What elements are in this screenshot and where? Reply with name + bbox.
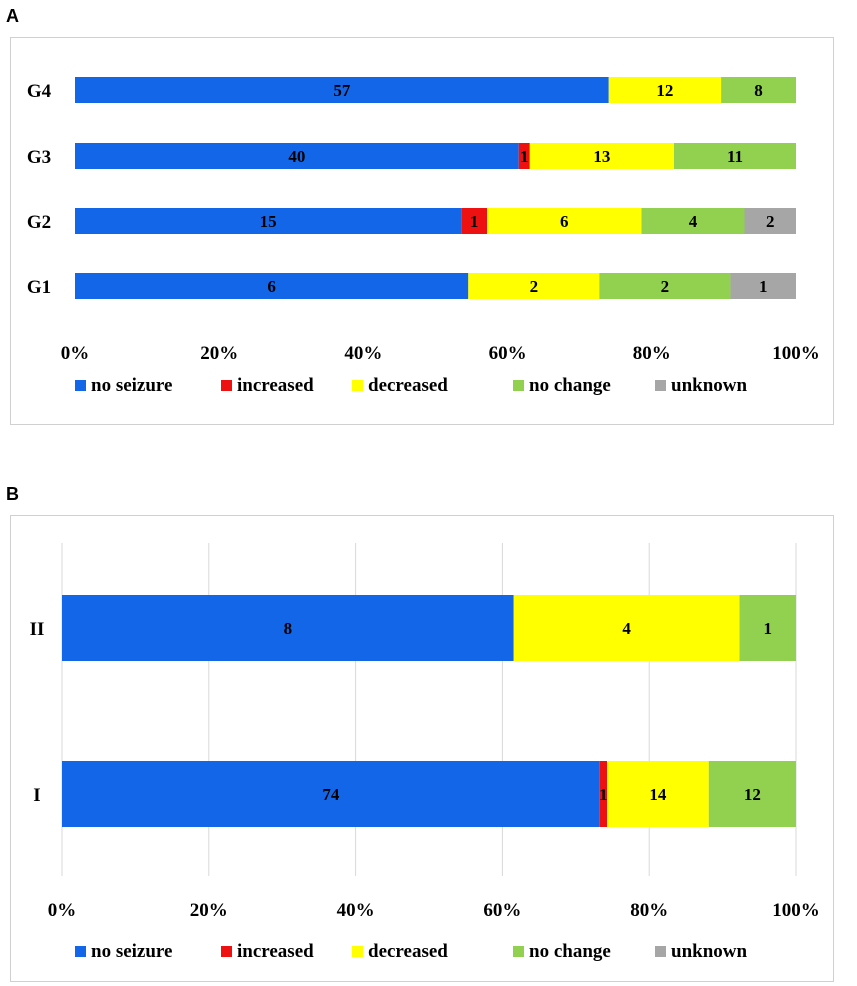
x-tick-label: 40% <box>337 900 375 921</box>
data-label: 2 <box>530 277 539 296</box>
stacked-bar-chart-b: 8 4 1 II 74 1 14 12 I 0% 20% 40% 60% 80% 100% no seizur… <box>30 543 820 962</box>
legend-label-increased: increased <box>237 941 314 962</box>
x-tick-label: 100% <box>772 900 820 921</box>
data-label: 8 <box>284 619 293 638</box>
data-label: 14 <box>649 785 667 804</box>
stacked-bar-chart-a: 57 12 8 G4 40 1 13 11 G3 15 1 6 4 2 G2 6 2 2 1 G1 0% 20% 40% 60… <box>27 77 820 396</box>
data-label: 1 <box>470 212 479 231</box>
legend-swatch-decreased <box>352 946 363 957</box>
data-label: 12 <box>656 81 673 100</box>
bar-g3-no-change <box>673 143 796 169</box>
data-label: 1 <box>764 619 773 638</box>
bar-g4-no-seizure <box>75 77 609 103</box>
legend-swatch-no-change <box>513 380 524 391</box>
bar-g2-increased <box>461 208 487 234</box>
panel-b-label: B <box>6 484 19 504</box>
legend-label-unknown: unknown <box>671 375 747 396</box>
legend-label-unknown: unknown <box>671 941 747 962</box>
data-label: 12 <box>744 785 761 804</box>
category-label-i: I <box>33 785 40 806</box>
x-tick-label: 80% <box>630 900 668 921</box>
legend-label-no-change: no change <box>529 375 611 396</box>
panel-a-label: A <box>6 6 19 26</box>
bar-i-decreased <box>607 761 709 827</box>
bar-g4-no-change <box>721 77 796 103</box>
legend-swatch-no-change <box>513 946 524 957</box>
category-label-g1: G1 <box>27 277 51 298</box>
x-tick-label: 100% <box>772 343 820 364</box>
legend-label-no-change: no change <box>529 941 611 962</box>
data-label: 1 <box>599 785 608 804</box>
bar-g2-no-seizure <box>75 208 462 234</box>
legend-label-no-seizure: no seizure <box>91 941 172 962</box>
bar-ii-decreased <box>513 595 740 661</box>
data-label: 11 <box>727 147 743 166</box>
data-label: 4 <box>622 619 631 638</box>
data-label: 4 <box>689 212 698 231</box>
data-label: 15 <box>260 212 277 231</box>
legend-label-no-seizure: no seizure <box>91 375 172 396</box>
legend-swatch-unknown <box>655 380 666 391</box>
bar-ii-no-seizure <box>62 595 514 661</box>
data-label: 2 <box>661 277 670 296</box>
x-tick-label: 40% <box>344 343 382 364</box>
category-label-g2: G2 <box>27 212 51 233</box>
bar-g1-decreased <box>468 273 600 299</box>
data-label: 6 <box>560 212 569 231</box>
bar-g2-decreased <box>487 208 642 234</box>
data-label: 1 <box>520 147 529 166</box>
x-tick-label: 20% <box>200 343 238 364</box>
x-tick-label: 0% <box>61 343 90 364</box>
data-label: 2 <box>766 212 775 231</box>
bar-g1-unknown <box>730 273 796 299</box>
category-label-g3: G3 <box>27 147 51 168</box>
category-label-ii: II <box>30 619 45 640</box>
bar-i-no-change <box>708 761 796 827</box>
bar-g2-no-change <box>641 208 745 234</box>
bar-g1-no-change <box>599 273 731 299</box>
data-label: 8 <box>754 81 763 100</box>
bar-g4-decreased <box>608 77 722 103</box>
data-label: 1 <box>759 277 768 296</box>
bar-ii-no-change <box>739 595 796 661</box>
bar-g1-no-seizure <box>75 273 469 299</box>
bar-g2-unknown <box>744 208 796 234</box>
panel-b-chart: 8 4 1 II 74 1 14 12 I 0% 20% 40% 60% 80% 100% no seizur… <box>10 515 834 982</box>
legend-label-decreased: decreased <box>368 375 448 396</box>
data-label: 57 <box>333 81 351 100</box>
bar-i-no-seizure <box>62 761 600 827</box>
data-label: 13 <box>593 147 610 166</box>
data-label: 74 <box>322 785 340 804</box>
category-label-g4: G4 <box>27 81 52 102</box>
data-label: 40 <box>288 147 305 166</box>
legend-label-decreased: decreased <box>368 941 448 962</box>
legend-swatch-increased <box>221 946 232 957</box>
bar-g3-no-seizure <box>75 143 519 169</box>
x-tick-label: 60% <box>489 343 527 364</box>
legend-swatch-decreased <box>352 380 363 391</box>
panel-a-chart: 57 12 8 G4 40 1 13 11 G3 15 1 6 4 2 G2 6 2 2 1 G1 0% 20% 40% 60… <box>10 37 834 425</box>
legend-swatch-no-seizure <box>75 380 86 391</box>
legend-swatch-no-seizure <box>75 946 86 957</box>
legend-swatch-unknown <box>655 946 666 957</box>
x-tick-label: 0% <box>48 900 77 921</box>
x-tick-label: 60% <box>483 900 521 921</box>
data-label: 6 <box>267 277 276 296</box>
bar-i-increased <box>599 761 608 827</box>
x-tick-label: 20% <box>190 900 228 921</box>
x-tick-label: 80% <box>633 343 671 364</box>
bar-g3-decreased <box>529 143 674 169</box>
bar-g3-increased <box>518 143 530 169</box>
legend-label-increased: increased <box>237 375 314 396</box>
legend-swatch-increased <box>221 380 232 391</box>
